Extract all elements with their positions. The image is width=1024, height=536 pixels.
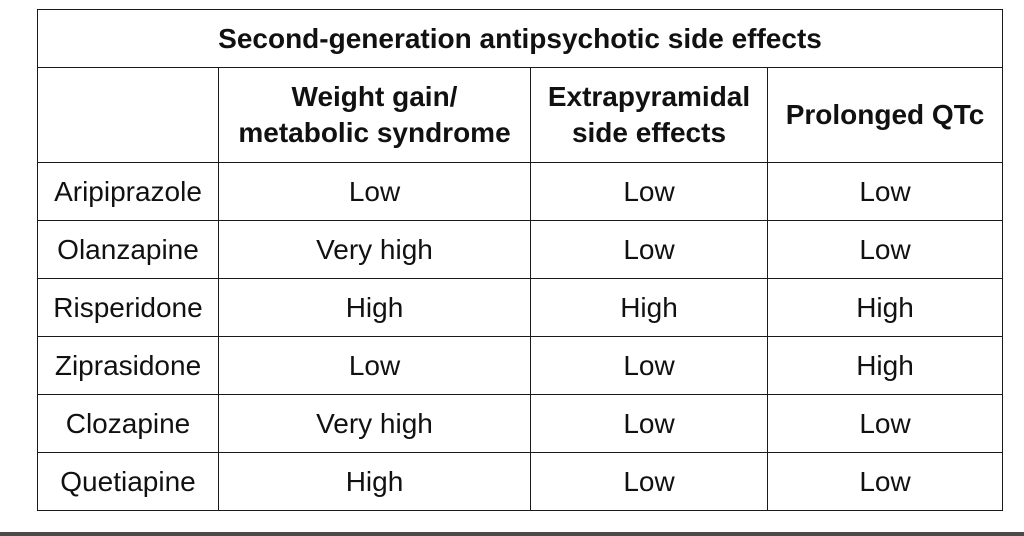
title-row: Second-generation antipsychotic side eff… xyxy=(36,9,1004,68)
column-header-line: metabolic syndrome xyxy=(238,117,511,148)
table-title: Second-generation antipsychotic side eff… xyxy=(36,9,1004,68)
value-cell: Low xyxy=(766,162,1004,221)
drug-name-cell: Olanzapine xyxy=(37,220,219,279)
bottom-divider xyxy=(0,532,1024,536)
value-cell: Low xyxy=(766,220,1004,279)
column-header-weight-gain: Weight gain/ metabolic syndrome xyxy=(218,67,531,163)
drug-name-cell: Aripiprazole xyxy=(37,162,219,221)
drug-name-cell: Clozapine xyxy=(37,394,219,453)
value-cell: Low xyxy=(530,394,768,453)
value-cell: Low xyxy=(530,162,768,221)
value-cell: High xyxy=(766,278,1004,337)
value-cell: Low xyxy=(766,452,1004,511)
drug-name-cell: Ziprasidone xyxy=(37,336,219,395)
column-header-prolonged-qtc: Prolonged QTc xyxy=(766,67,1004,163)
value-cell: Very high xyxy=(218,220,531,279)
column-header-line: Prolonged QTc xyxy=(785,99,985,130)
column-header-line: Extrapyramidal xyxy=(547,81,751,112)
value-cell: Low xyxy=(766,394,1004,453)
value-cell: Low xyxy=(218,336,531,395)
value-cell: High xyxy=(766,336,1004,395)
table-row: Ziprasidone Low Low High xyxy=(37,336,1004,395)
corner-cell xyxy=(37,67,219,163)
value-cell: Very high xyxy=(218,394,531,453)
table-row: Clozapine Very high Low Low xyxy=(37,394,1004,453)
value-cell: Low xyxy=(530,220,768,279)
table-row: Quetiapine High Low Low xyxy=(37,452,1004,511)
header-row: Weight gain/ metabolic syndrome Extrapyr… xyxy=(37,67,1004,163)
column-header-line: side effects xyxy=(571,117,727,148)
column-header-line: Weight gain/ xyxy=(291,81,458,112)
table-row: Aripiprazole Low Low Low xyxy=(37,162,1004,221)
value-cell: High xyxy=(218,278,531,337)
drug-name-cell: Risperidone xyxy=(37,278,219,337)
table-row: Olanzapine Very high Low Low xyxy=(37,220,1004,279)
value-cell: Low xyxy=(218,162,531,221)
table-row: Risperidone High High High xyxy=(37,278,1004,337)
drug-name-cell: Quetiapine xyxy=(37,452,219,511)
value-cell: Low xyxy=(530,336,768,395)
value-cell: High xyxy=(530,278,768,337)
column-header-extrapyramidal: Extrapyramidal side effects xyxy=(530,67,768,163)
side-effects-table: Second-generation antipsychotic side eff… xyxy=(36,9,1004,511)
value-cell: High xyxy=(218,452,531,511)
value-cell: Low xyxy=(530,452,768,511)
